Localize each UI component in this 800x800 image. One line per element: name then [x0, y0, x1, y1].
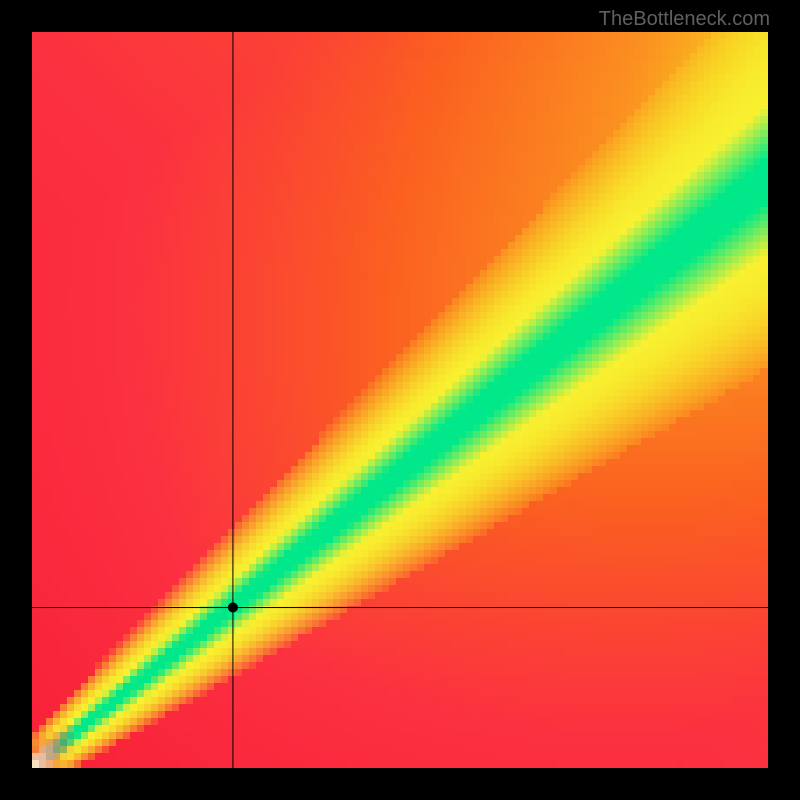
heatmap-plot: [32, 32, 768, 768]
watermark-text: TheBottleneck.com: [599, 8, 770, 31]
heatmap-canvas: [32, 32, 768, 768]
chart-container: TheBottleneck.com: [0, 0, 800, 800]
